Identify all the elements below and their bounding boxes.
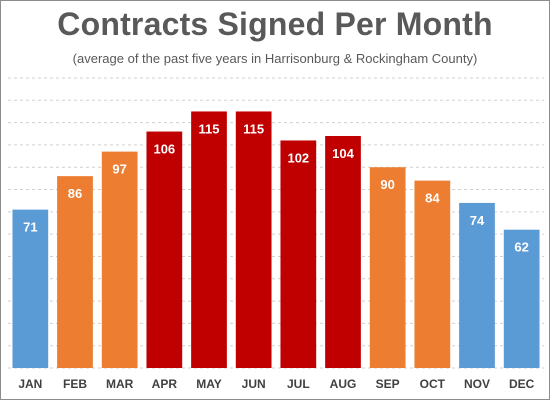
x-tick-label-jun: JUN <box>242 377 266 391</box>
x-tick-label-mar: MAR <box>106 377 134 391</box>
x-tick-label-oct: OCT <box>420 377 446 391</box>
data-label-sep: 90 <box>380 177 394 192</box>
bar-nov <box>459 202 495 368</box>
data-labels: 71 86 97 106 115 115 102 104 90 84 74 62 <box>23 121 529 254</box>
data-label-aug: 104 <box>332 146 354 161</box>
x-tick-label-jul: JUL <box>287 377 310 391</box>
data-label-jun: 115 <box>243 121 264 136</box>
x-tick-label-nov: NOV <box>464 377 490 391</box>
data-label-jul: 102 <box>287 150 309 165</box>
bar-jul <box>280 140 317 368</box>
chart-subtitle: (average of the past five years in Harri… <box>72 51 478 66</box>
data-label-oct: 84 <box>425 191 440 206</box>
bar-apr <box>146 131 183 368</box>
bar-jun <box>235 111 272 368</box>
x-tick-label-aug: AUG <box>330 377 357 391</box>
data-label-jan: 71 <box>23 220 37 235</box>
data-label-apr: 106 <box>153 142 175 157</box>
x-tick-label-apr: APR <box>152 377 178 391</box>
data-label-mar: 97 <box>112 162 126 177</box>
data-label-nov: 74 <box>470 213 485 228</box>
bar-oct <box>414 180 451 368</box>
gridlines <box>8 77 544 369</box>
x-tick-label-jan: JAN <box>18 377 42 391</box>
bars <box>12 111 540 368</box>
x-tick-label-dec: DEC <box>509 377 535 391</box>
data-label-dec: 62 <box>514 240 528 255</box>
data-label-feb: 86 <box>68 186 82 201</box>
bar-dec <box>503 229 540 368</box>
x-tick-label-feb: FEB <box>63 377 87 391</box>
x-tick-label-may: MAY <box>196 377 222 391</box>
bar-mar <box>101 151 138 368</box>
chart-title: Contracts Signed Per Month <box>57 6 493 42</box>
data-label-may: 115 <box>199 121 220 136</box>
bar-sep <box>369 167 406 368</box>
bar-aug <box>325 136 361 368</box>
x-axis-ticks: JAN FEB MAR APR MAY JUN JUL AUG SEP OCT NOV DEC <box>18 377 534 391</box>
bar-feb <box>57 176 93 368</box>
bar-jan <box>12 209 49 368</box>
x-tick-label-sep: SEP <box>376 377 400 391</box>
bar-may <box>191 111 227 368</box>
